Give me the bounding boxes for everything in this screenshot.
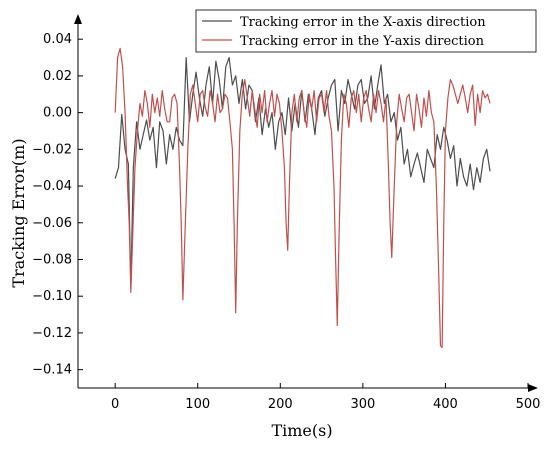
y-tick-label: −0.08 xyxy=(32,252,72,267)
y-axis-title: Tracking Error(m) xyxy=(9,138,28,287)
y-tick-label: −0.12 xyxy=(32,326,72,341)
x-axis-arrow xyxy=(528,384,538,392)
series-line-x-axis-error xyxy=(114,56,491,288)
plot-lines xyxy=(114,47,491,349)
legend-label-x: Tracking error in the X-axis direction xyxy=(240,15,486,30)
series-line-y-axis-error xyxy=(114,47,491,349)
x-tick-label: 300 xyxy=(350,397,375,412)
y-tick-label: 0.04 xyxy=(43,32,72,47)
y-tick-label: 0.00 xyxy=(43,106,72,121)
axes xyxy=(74,14,538,392)
y-tick-label: −0.02 xyxy=(32,142,72,157)
x-tick-label: 400 xyxy=(433,397,458,412)
y-tick-label: −0.06 xyxy=(32,216,72,231)
y-tick-label: −0.10 xyxy=(32,289,72,304)
y-tick-label: −0.04 xyxy=(32,179,72,194)
x-tick-label: 500 xyxy=(516,397,541,412)
ticks: 0.04 0.02 0.00 −0.02 −0.04 −0.06 −0.08 −0.10 −0.… xyxy=(32,32,540,412)
y-tick-label: 0.02 xyxy=(43,69,72,84)
legend-label-y: Tracking error in the Y-axis direction xyxy=(240,34,485,49)
x-tick-label: 0 xyxy=(111,397,119,412)
legend-box xyxy=(195,9,537,53)
legend: Tracking error in the X-axis direction T… xyxy=(195,9,537,53)
y-axis-arrow xyxy=(74,14,82,24)
x-axis-title: Time(s) xyxy=(271,421,332,440)
x-tick-label: 200 xyxy=(268,397,293,412)
y-tick-label: −0.14 xyxy=(32,363,72,378)
x-tick-label: 100 xyxy=(185,397,210,412)
